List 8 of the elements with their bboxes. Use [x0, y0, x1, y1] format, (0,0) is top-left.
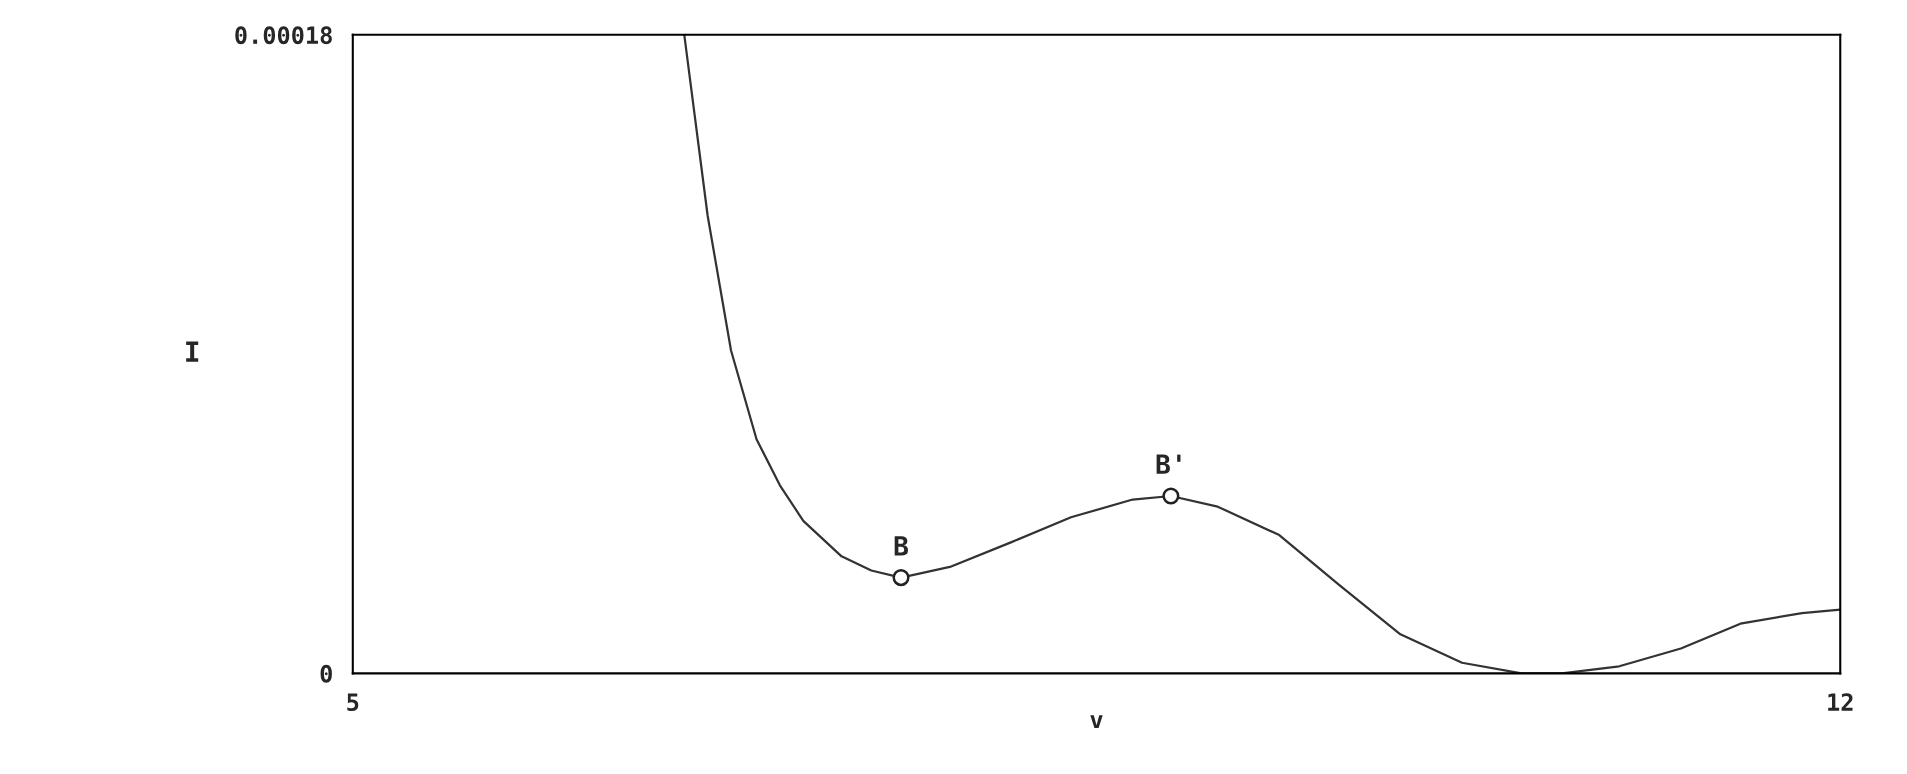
annotation: B' [1156, 454, 1181, 474]
y-tick-label: 0 [320, 664, 332, 683]
x-tick-label: 5 [347, 693, 359, 712]
annotation: B [894, 536, 909, 556]
x-tick-label: 12 [1828, 693, 1853, 711]
y-tick-label: 0.00018 [235, 26, 332, 45]
x-axis-title: v [1090, 715, 1103, 729]
y-axis-title: I [186, 341, 199, 362]
